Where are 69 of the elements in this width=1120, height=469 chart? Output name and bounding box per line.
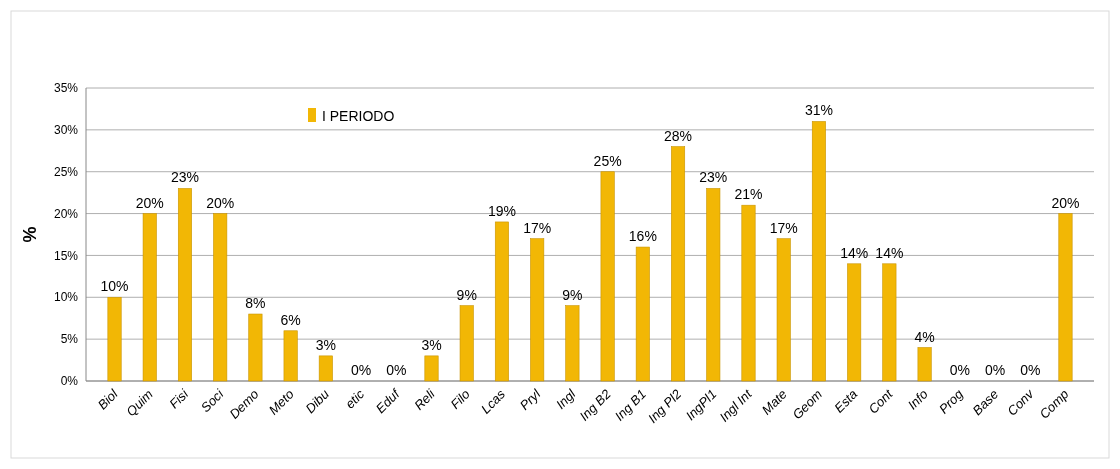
data-label: 6%: [280, 311, 301, 328]
bar: [776, 238, 791, 382]
bar: [882, 263, 897, 382]
x-tick-label: Info: [904, 386, 931, 413]
bar: [847, 263, 862, 382]
y-tick-label: 30%: [53, 123, 79, 138]
data-label: 14%: [875, 244, 904, 261]
x-tick-label: Filo: [447, 386, 473, 412]
x-tick-label: Reli: [411, 385, 439, 413]
bar: [424, 355, 439, 382]
y-tick-label: 25%: [53, 164, 79, 179]
y-tick-label: 5%: [60, 332, 79, 347]
bar: [811, 121, 826, 382]
bar: [565, 305, 580, 382]
data-label: 3%: [315, 336, 336, 353]
data-label: 20%: [206, 194, 235, 211]
bar: [600, 171, 615, 382]
data-label: 28%: [664, 127, 693, 144]
x-tick-label: Ingl Int: [716, 385, 756, 425]
bar: [671, 146, 686, 382]
data-label: 3%: [421, 336, 442, 353]
data-label: 0%: [1020, 362, 1041, 378]
bar: [248, 313, 263, 382]
y-tick-label: 35%: [53, 81, 79, 96]
x-tick-label: Fisi: [166, 385, 192, 412]
bar: [530, 238, 545, 382]
data-label: 0%: [350, 362, 372, 378]
bar: [283, 330, 298, 382]
data-label: 10%: [100, 278, 129, 295]
bar: [459, 305, 474, 382]
bar: [1058, 213, 1073, 382]
x-tick-label: Biol: [94, 385, 122, 413]
data-label: 0%: [386, 362, 407, 378]
bar: [494, 221, 509, 382]
bar: [917, 347, 932, 382]
bar: [635, 246, 650, 382]
y-axis-title: %: [20, 226, 40, 243]
data-label: 4%: [914, 328, 935, 345]
x-tick-label: etic: [342, 386, 368, 412]
data-label: 0%: [984, 362, 1006, 378]
data-label: 0%: [949, 362, 970, 378]
data-label: 9%: [562, 286, 583, 303]
data-label: 25%: [593, 152, 622, 169]
data-label: 17%: [769, 219, 798, 236]
bar: [318, 355, 333, 382]
data-label: 19%: [487, 202, 516, 219]
data-label: 20%: [135, 194, 164, 211]
data-label: 23%: [699, 169, 728, 186]
data-label: 21%: [734, 186, 763, 203]
data-label: 8%: [245, 295, 266, 312]
data-label: 14%: [840, 244, 869, 261]
x-tick-label: Esta: [831, 386, 861, 416]
bar: [142, 213, 157, 382]
y-tick-label: 15%: [53, 248, 79, 263]
y-tick-label: 10%: [53, 290, 79, 305]
bar: [741, 204, 756, 382]
y-tick-label: 20%: [53, 206, 79, 221]
bar: [706, 188, 721, 382]
y-tick-label: 0%: [60, 374, 79, 389]
data-label: 9%: [456, 286, 477, 303]
data-label: 16%: [628, 228, 657, 245]
data-label: 31%: [804, 102, 833, 119]
bar: [177, 188, 192, 382]
bar: [213, 213, 228, 382]
bar: [107, 296, 122, 382]
legend-label: I PERIODO: [322, 107, 395, 124]
data-label: 20%: [1051, 194, 1080, 211]
data-label: 17%: [523, 219, 552, 236]
data-label: 23%: [170, 169, 199, 186]
